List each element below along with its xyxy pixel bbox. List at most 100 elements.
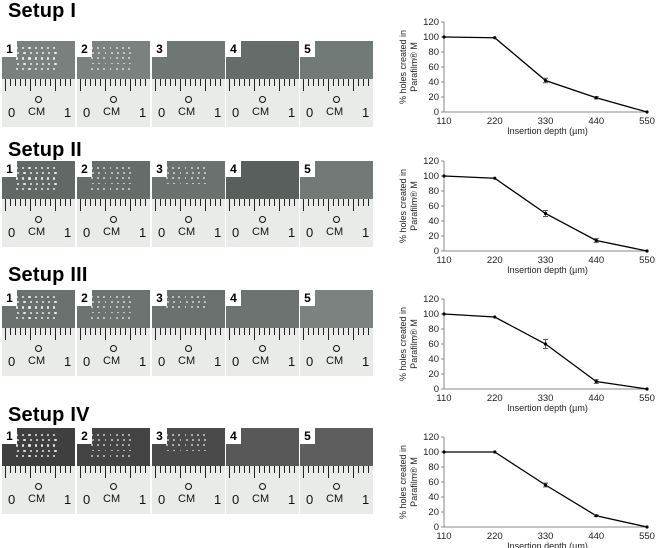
ruler-center-mark: [110, 96, 117, 103]
y-tick-label: 0: [434, 384, 439, 395]
photo-panel-5: 0 CM 1 5: [300, 290, 373, 376]
ruler: 0 CM 1: [300, 328, 373, 376]
ruler-zero-label: 0: [306, 225, 314, 240]
ruler-one-label: 1: [214, 105, 222, 120]
ruler-center-mark: [333, 216, 340, 223]
y-tick-label: 60: [428, 477, 439, 488]
ruler-cm-label: CM: [28, 355, 46, 367]
x-tick-label: 330: [538, 531, 554, 542]
ruler-zero-label: 0: [83, 354, 91, 369]
ruler: 0 CM 1: [2, 199, 75, 247]
ruler-one-label: 1: [139, 105, 147, 120]
y-tick-label: 100: [423, 32, 439, 43]
panel-number: 2: [77, 428, 92, 444]
data-point: [594, 514, 598, 518]
ruler-cm-label: CM: [326, 493, 344, 505]
panel-number: 3: [152, 41, 167, 57]
x-tick-label: 330: [538, 116, 554, 127]
ruler-cm-label: CM: [252, 493, 270, 505]
photo-panel-1: 0 CM 1 1: [2, 41, 75, 127]
ruler-zero-label: 0: [158, 225, 166, 240]
photo-strip-setup-3: 0 CM 1 1 0 CM 1 2 0 CM 1 3 0 CM 1 4 0 CM 1 5: [2, 290, 374, 376]
ruler-zero-label: 0: [232, 225, 240, 240]
y-axis-label: % holes created inParafilm® M: [398, 30, 419, 104]
ruler-center-mark: [185, 96, 192, 103]
ruler-zero-label: 0: [232, 492, 240, 507]
y-tick-label: 80: [428, 462, 439, 473]
chart-setup-1: 0 20 40 60 80 100 120 110 220 330 440 550 Insertion …: [392, 14, 656, 136]
photo-panel-2: 0 CM 1 2: [77, 41, 150, 127]
panel-number: 2: [77, 41, 92, 57]
x-tick-label: 110: [436, 531, 451, 542]
x-axis-label: Insertion depth (µm): [507, 541, 588, 548]
ruler: 0 CM 1: [226, 466, 299, 514]
ruler-one-label: 1: [362, 105, 370, 120]
y-tick-label: 20: [428, 369, 439, 380]
ruler-center-mark: [35, 96, 42, 103]
x-tick-label: 440: [588, 531, 604, 542]
data-point: [543, 342, 548, 346]
ruler-zero-label: 0: [83, 225, 91, 240]
setup-title-4: Setup IV: [8, 404, 90, 426]
y-tick-label: 0: [434, 107, 439, 118]
ruler-cm-label: CM: [252, 355, 270, 367]
ruler: 0 CM 1: [77, 79, 150, 127]
ruler-one-label: 1: [64, 354, 72, 369]
ruler-zero-label: 0: [83, 492, 91, 507]
x-tick-label: 220: [487, 255, 503, 266]
data-point: [543, 78, 548, 83]
ruler-zero-label: 0: [8, 354, 16, 369]
y-tick-label: 80: [428, 324, 439, 335]
ruler-one-label: 1: [362, 492, 370, 507]
panel-number: 4: [226, 428, 241, 444]
x-axis-label: Insertion depth (µm): [507, 403, 588, 413]
photo-panel-5: 0 CM 1 5: [300, 161, 373, 247]
ruler-one-label: 1: [288, 105, 296, 120]
hole-pattern: [16, 434, 62, 460]
line-chart: 0 20 40 60 80 100 120 110 220 330 440 550 Insertion …: [398, 156, 655, 275]
ruler-one-label: 1: [64, 492, 72, 507]
ruler-cm-label: CM: [252, 106, 270, 118]
series-line: [443, 36, 648, 113]
data-point: [645, 249, 649, 253]
photo-panel-1: 0 CM 1 1: [2, 161, 75, 247]
ruler-one-label: 1: [139, 492, 147, 507]
data-point: [543, 483, 548, 487]
ruler: 0 CM 1: [152, 79, 225, 127]
y-tick-label: 120: [423, 432, 439, 443]
panel-number: 2: [77, 290, 92, 306]
data-point: [493, 315, 497, 319]
data-point: [493, 176, 497, 180]
ruler-cm-label: CM: [326, 355, 344, 367]
ruler-zero-label: 0: [8, 105, 16, 120]
x-tick-label: 440: [588, 255, 604, 266]
series-line: [443, 313, 648, 390]
photo-strip-setup-1: 0 CM 1 1 0 CM 1 2 0 CM 1 3 0 CM 1 4 0 CM 1 5: [2, 41, 374, 127]
line-chart: 0 20 40 60 80 100 120 110 220 330 440 550 Insertion …: [398, 432, 655, 548]
ruler-one-label: 1: [288, 492, 296, 507]
photo-strip-setup-4: 0 CM 1 1 0 CM 1 2 0 CM 1 3 0 CM 1 4 0 CM 1 5: [2, 428, 374, 514]
ruler: 0 CM 1: [2, 79, 75, 127]
panel-number: 3: [152, 161, 167, 177]
ruler-zero-label: 0: [83, 105, 91, 120]
ruler-cm-label: CM: [252, 226, 270, 238]
ruler-one-label: 1: [214, 225, 222, 240]
ruler-center-mark: [35, 483, 42, 490]
hole-pattern: [166, 434, 212, 460]
hole-pattern: [16, 296, 62, 322]
y-tick-label: 120: [423, 294, 439, 305]
chart-setup-3: 0 20 40 60 80 100 120 110 220 330 440 550 Insertion …: [392, 291, 656, 413]
ruler-center-mark: [185, 216, 192, 223]
data-point: [442, 312, 446, 316]
ruler-one-label: 1: [139, 354, 147, 369]
photo-panel-2: 0 CM 1 2: [77, 290, 150, 376]
y-tick-label: 40: [428, 216, 439, 227]
ruler-zero-label: 0: [306, 354, 314, 369]
data-point: [543, 211, 548, 216]
ruler-center-mark: [333, 345, 340, 352]
ruler-one-label: 1: [214, 492, 222, 507]
x-tick-label: 550: [639, 255, 655, 266]
y-tick-label: 40: [428, 77, 439, 88]
x-tick-label: 440: [588, 393, 604, 404]
ruler-center-mark: [259, 345, 266, 352]
